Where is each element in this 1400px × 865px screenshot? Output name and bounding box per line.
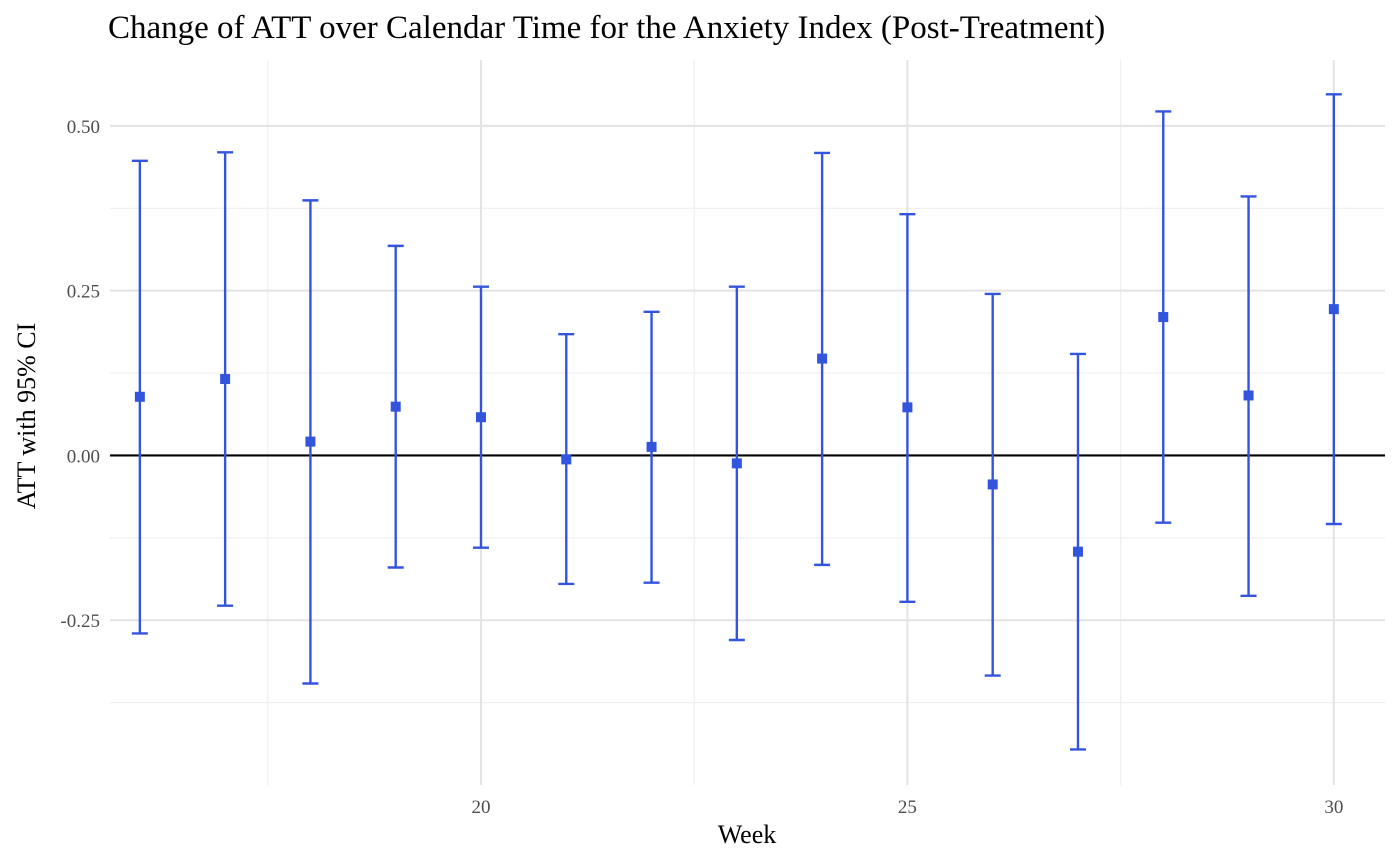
y-tick-label: 0.50 <box>67 117 100 138</box>
data-point <box>902 402 913 413</box>
x-axis-ticks: 20 25 30 <box>471 797 1343 818</box>
data-point <box>475 412 486 423</box>
data-point <box>220 374 231 384</box>
data-point <box>817 353 828 364</box>
data-point <box>1328 304 1339 315</box>
data-point <box>646 441 657 452</box>
x-axis-title: Week <box>718 820 777 849</box>
data-point <box>134 391 145 402</box>
data-point <box>561 454 572 465</box>
y-axis-title: ATT with 95% CI <box>12 323 41 510</box>
points <box>134 304 1339 557</box>
y-tick-label: -0.25 <box>60 611 100 632</box>
data-point <box>390 401 401 412</box>
data-point <box>305 436 316 447</box>
data-point <box>1243 390 1254 401</box>
error-bars <box>131 93 1342 751</box>
y-axis-ticks: -0.25 0.00 0.25 0.50 <box>60 117 100 632</box>
x-tick-label: 20 <box>471 797 490 818</box>
data-point <box>1072 546 1083 557</box>
data-point <box>987 479 998 490</box>
y-tick-label: 0.00 <box>67 446 100 467</box>
x-tick-label: 30 <box>1324 797 1343 818</box>
x-tick-label: 25 <box>898 797 917 818</box>
data-point <box>731 458 742 469</box>
chart-title: Change of ATT over Calendar Time for the… <box>108 10 1105 46</box>
data-point <box>1158 312 1169 323</box>
grid <box>110 60 1385 785</box>
y-tick-label: 0.25 <box>67 282 100 303</box>
